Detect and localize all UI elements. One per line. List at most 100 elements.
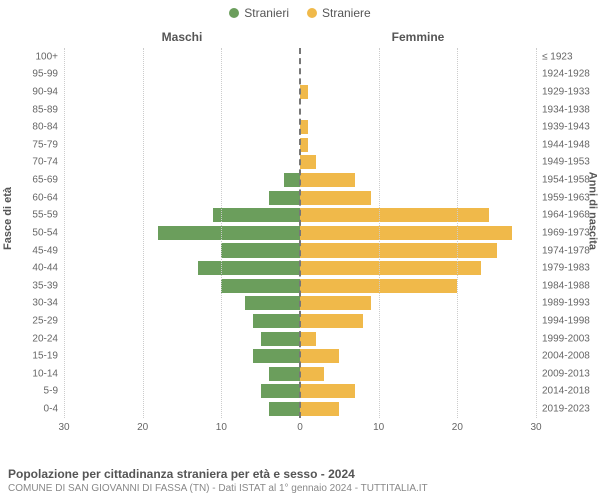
- age-label: 40-44: [10, 263, 58, 274]
- birth-year-label: 1994-1998: [542, 315, 600, 326]
- birth-year-label: 1954-1958: [542, 175, 600, 186]
- bar-male: [253, 314, 300, 328]
- bar-male: [221, 243, 300, 257]
- birth-year-label: 2014-2018: [542, 386, 600, 397]
- x-axis: 3020100102030: [64, 418, 536, 440]
- caption-subtitle: COMUNE DI SAN GIOVANNI DI FASSA (TN) - D…: [8, 483, 592, 494]
- bar-male: [198, 261, 300, 275]
- gridline: [379, 48, 380, 418]
- birth-year-label: 2009-2013: [542, 368, 600, 379]
- bar-male: [221, 279, 300, 293]
- age-label: 90-94: [10, 87, 58, 98]
- bar-female: [300, 384, 355, 398]
- legend-item: Straniere: [307, 6, 371, 20]
- bar-female: [300, 402, 339, 416]
- bar-female: [300, 314, 363, 328]
- left-series-title: Maschi: [64, 30, 300, 44]
- bar-female: [300, 138, 308, 152]
- birth-year-label: 1979-1983: [542, 263, 600, 274]
- age-label: 100+: [10, 51, 58, 62]
- bar-male: [269, 191, 300, 205]
- bar-male: [284, 173, 300, 187]
- bar-female: [300, 332, 316, 346]
- x-tick: 10: [373, 422, 384, 433]
- pyramid-chart: Maschi Femmine 100+≤ 192395-991924-19289…: [64, 30, 536, 440]
- bar-male: [245, 296, 300, 310]
- bar-female: [300, 173, 355, 187]
- legend-label: Stranieri: [244, 6, 289, 20]
- age-label: 95-99: [10, 69, 58, 80]
- age-label: 0-4: [10, 403, 58, 414]
- bar-female: [300, 191, 371, 205]
- bar-female: [300, 226, 512, 240]
- age-label: 25-29: [10, 315, 58, 326]
- bar-female: [300, 120, 308, 134]
- bar-female: [300, 155, 316, 169]
- bar-female: [300, 261, 481, 275]
- age-label: 50-54: [10, 227, 58, 238]
- bar-female: [300, 243, 497, 257]
- age-label: 75-79: [10, 139, 58, 150]
- caption-title: Popolazione per cittadinanza straniera p…: [8, 467, 592, 481]
- bar-male: [261, 384, 300, 398]
- age-label: 30-34: [10, 298, 58, 309]
- birth-year-label: 1989-1993: [542, 298, 600, 309]
- birth-year-label: ≤ 1923: [542, 51, 600, 62]
- age-label: 60-64: [10, 192, 58, 203]
- x-tick: 30: [58, 422, 69, 433]
- bar-female: [300, 349, 339, 363]
- legend-swatch: [307, 8, 317, 18]
- bar-male: [269, 402, 300, 416]
- gridline: [536, 48, 537, 418]
- birth-year-label: 1959-1963: [542, 192, 600, 203]
- age-label: 20-24: [10, 333, 58, 344]
- gridline: [143, 48, 144, 418]
- birth-year-label: 1944-1948: [542, 139, 600, 150]
- birth-year-label: 1974-1978: [542, 245, 600, 256]
- legend-item: Stranieri: [229, 6, 289, 20]
- plot-area: 100+≤ 192395-991924-192890-941929-193385…: [64, 48, 536, 418]
- gridline: [221, 48, 222, 418]
- bar-female: [300, 296, 371, 310]
- age-label: 85-89: [10, 104, 58, 115]
- age-label: 70-74: [10, 157, 58, 168]
- birth-year-label: 1969-1973: [542, 227, 600, 238]
- legend-swatch: [229, 8, 239, 18]
- bar-male: [253, 349, 300, 363]
- legend: Stranieri Straniere: [0, 0, 600, 20]
- bar-female: [300, 367, 324, 381]
- birth-year-label: 2004-2008: [542, 351, 600, 362]
- x-tick: 10: [216, 422, 227, 433]
- right-series-title: Femmine: [300, 30, 536, 44]
- birth-year-label: 1929-1933: [542, 87, 600, 98]
- age-label: 5-9: [10, 386, 58, 397]
- gridline: [64, 48, 65, 418]
- legend-label: Straniere: [322, 6, 371, 20]
- birth-year-label: 1934-1938: [542, 104, 600, 115]
- bar-male: [158, 226, 300, 240]
- age-label: 15-19: [10, 351, 58, 362]
- x-tick: 0: [297, 422, 303, 433]
- birth-year-label: 1949-1953: [542, 157, 600, 168]
- bar-male: [213, 208, 300, 222]
- center-axis: [299, 48, 301, 418]
- birth-year-label: 1984-1988: [542, 280, 600, 291]
- birth-year-label: 1999-2003: [542, 333, 600, 344]
- birth-year-label: 1924-1928: [542, 69, 600, 80]
- birth-year-label: 1964-1968: [542, 210, 600, 221]
- bar-female: [300, 85, 308, 99]
- bar-male: [261, 332, 300, 346]
- bar-male: [269, 367, 300, 381]
- birth-year-label: 2019-2023: [542, 403, 600, 414]
- bar-female: [300, 208, 489, 222]
- age-label: 45-49: [10, 245, 58, 256]
- gridline: [457, 48, 458, 418]
- age-label: 10-14: [10, 368, 58, 379]
- age-label: 80-84: [10, 122, 58, 133]
- x-tick: 30: [530, 422, 541, 433]
- birth-year-label: 1939-1943: [542, 122, 600, 133]
- age-label: 55-59: [10, 210, 58, 221]
- age-label: 65-69: [10, 175, 58, 186]
- age-label: 35-39: [10, 280, 58, 291]
- x-tick: 20: [137, 422, 148, 433]
